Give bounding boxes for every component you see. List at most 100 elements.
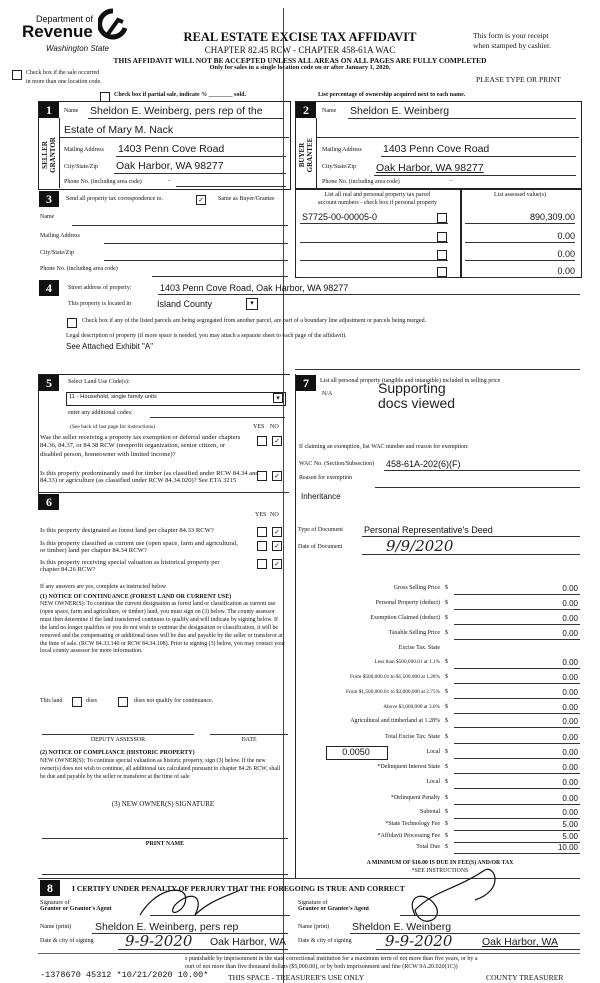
grantee-name-value[interactable]: Sheldon E. Weinberg xyxy=(352,921,452,933)
section-number-2: 2 xyxy=(296,102,316,118)
rule xyxy=(158,294,580,295)
ownership-percentage-label: List percentage of ownership acquired ne… xyxy=(318,92,466,98)
assessed-value[interactable]: 0.00 xyxy=(557,231,575,241)
assessed-value[interactable]: 890,309.00 xyxy=(529,212,575,222)
street-value[interactable]: 1403 Penn Cove Road, Oak Harbor, WA 9827… xyxy=(160,283,349,293)
dollar-sign: $ xyxy=(445,779,448,785)
tax-row-value[interactable]: 5.00 xyxy=(562,820,578,829)
seller-name-value[interactable]: Sheldon E. Weinberg, pers rep of the xyxy=(90,105,263,117)
tax-row-value[interactable]: 0.00 xyxy=(562,658,578,667)
tax-row-value[interactable]: 0.00 xyxy=(562,763,578,772)
dollar-sign: $ xyxy=(445,809,448,815)
rule xyxy=(376,949,580,950)
grantee-date-value[interactable]: 9-9-2020 xyxy=(385,932,453,950)
parcel-number[interactable]: S7725-00-00005-0 xyxy=(302,212,378,222)
land-use-select[interactable] xyxy=(66,392,286,406)
notice-continuance-title: (1) NOTICE OF CONTINUANCE (FOREST LAND O… xyxy=(40,594,232,600)
additional-codes-field[interactable] xyxy=(150,417,285,418)
seller-name-value-2[interactable]: Estate of Mary M. Nack xyxy=(64,124,174,136)
q2-no-checkbox[interactable]: ✓ xyxy=(272,471,282,481)
multi-location-label-2: in more than one location code. xyxy=(26,79,102,85)
legal-desc-value[interactable]: See Attached Exhibit "A" xyxy=(66,342,154,351)
tax-row-value[interactable]: 10.00 xyxy=(557,843,578,852)
tax-row-value[interactable]: 0.00 xyxy=(562,614,578,623)
tax-row-value[interactable]: 0.00 xyxy=(562,599,578,608)
section-5-land-use xyxy=(38,374,290,510)
grantee-city-value[interactable]: Oak Harbor, WA xyxy=(482,936,559,948)
treasurer-only-label: THIS SPACE - TREASURER'S USE ONLY xyxy=(228,973,365,982)
grantee-signature[interactable] xyxy=(395,860,505,935)
personal-property-value[interactable]: N/A xyxy=(322,391,333,397)
tax-row-value[interactable]: 0.00 xyxy=(562,629,578,638)
corr-name-field[interactable] xyxy=(72,225,288,226)
tax-row-value[interactable]: 0.00 xyxy=(562,794,578,803)
q1-no-checkbox[interactable]: ✓ xyxy=(272,436,282,446)
does-not-checkbox[interactable] xyxy=(118,697,128,707)
same-as-buyer-checkbox[interactable]: ✓ xyxy=(196,195,206,205)
seller-phone-value[interactable]: - xyxy=(168,178,170,184)
deputy-assessor-field[interactable] xyxy=(42,734,194,735)
grantor-date-value[interactable]: 9-9-2020 xyxy=(125,932,193,950)
corr-mail-field[interactable] xyxy=(104,243,288,244)
grantor-name-value[interactable]: Sheldon E. Weinberg, pers rep xyxy=(95,921,239,933)
reason-value[interactable]: Inheritance xyxy=(301,492,341,501)
buyer-city-value[interactable]: Oak Harbor, WA 98277 xyxy=(376,162,484,174)
dollar-sign: $ xyxy=(445,844,448,850)
tax-row-value[interactable]: 0.00 xyxy=(562,733,578,742)
seller-mail-value[interactable]: 1403 Penn Cove Road xyxy=(118,143,225,155)
local-rate-box[interactable] xyxy=(326,746,388,760)
no-header: NO xyxy=(270,512,279,518)
corr-city-field[interactable] xyxy=(104,260,288,261)
personal-property-checkbox[interactable] xyxy=(437,250,447,260)
historic-no-checkbox[interactable]: ✓ xyxy=(272,559,282,569)
assessor-date-field[interactable] xyxy=(210,734,288,735)
tax-row-value[interactable]: 0.00 xyxy=(562,703,578,712)
dollar-sign: $ xyxy=(445,704,448,710)
print-name-field[interactable] xyxy=(42,874,288,875)
corr-phone-field[interactable] xyxy=(152,276,288,277)
doc-date-value[interactable]: 9/9/2020 xyxy=(386,537,454,555)
new-owner-signature-field[interactable] xyxy=(42,838,288,839)
grantee-sig-label: Signature of xyxy=(298,900,328,906)
forest-yes-checkbox[interactable] xyxy=(257,527,267,537)
tax-row-line xyxy=(454,639,580,640)
multi-location-checkbox[interactable] xyxy=(12,70,22,80)
tax-row-value[interactable]: 0.00 xyxy=(562,778,578,787)
rule xyxy=(150,915,290,916)
county-dropdown-icon[interactable]: ▾ xyxy=(246,298,258,310)
buyer-side-column xyxy=(296,118,317,188)
segregated-checkbox[interactable] xyxy=(67,318,77,328)
assessed-value[interactable]: 0.00 xyxy=(557,266,575,276)
seller-phone-label: Phone No. (including area code) xyxy=(64,179,142,185)
buyer-phone-value[interactable]: - xyxy=(450,178,452,184)
current-use-yes-checkbox[interactable] xyxy=(257,541,267,551)
wac-value[interactable]: 458-61A-202(6)(F) xyxy=(386,459,461,469)
tax-row-value[interactable]: 0.00 xyxy=(562,717,578,726)
assessed-value[interactable]: 0.00 xyxy=(557,249,575,259)
segregated-label: Check box if any of the listed parcels a… xyxy=(82,318,427,324)
personal-property-checkbox[interactable] xyxy=(437,213,447,223)
q1-yes-checkbox[interactable] xyxy=(257,436,267,446)
tax-row-value[interactable]: 0.00 xyxy=(562,584,578,593)
tax-row-value[interactable]: 0.00 xyxy=(562,688,578,697)
seller-city-value[interactable]: Oak Harbor, WA 98277 xyxy=(116,160,224,172)
q2-yes-checkbox[interactable] xyxy=(257,471,267,481)
buyer-mail-value[interactable]: 1403 Penn Cove Road xyxy=(383,143,490,155)
doc-type-value[interactable]: Personal Representative's Deed xyxy=(364,525,493,535)
land-use-dropdown-icon[interactable]: ▾ xyxy=(273,393,283,403)
does-checkbox[interactable] xyxy=(72,697,82,707)
grantor-signature[interactable] xyxy=(135,885,245,925)
tax-row-value[interactable]: 5.00 xyxy=(562,832,578,841)
county-value[interactable]: Island County xyxy=(157,299,213,309)
additional-codes-label: enter any additional codes: xyxy=(68,410,133,416)
tax-row-value[interactable]: 0.00 xyxy=(562,748,578,757)
grantor-city-value[interactable]: Oak Harbor, WA xyxy=(210,936,287,948)
buyer-name-value[interactable]: Sheldon E. Weinberg xyxy=(350,105,450,117)
tax-row-value[interactable]: 0.00 xyxy=(562,673,578,682)
personal-property-checkbox[interactable] xyxy=(437,267,447,277)
forest-no-checkbox[interactable]: ✓ xyxy=(272,527,282,537)
tax-row-value[interactable]: 0.00 xyxy=(562,808,578,817)
current-use-no-checkbox[interactable]: ✓ xyxy=(272,541,282,551)
personal-property-checkbox[interactable] xyxy=(437,232,447,242)
historic-yes-checkbox[interactable] xyxy=(257,559,267,569)
